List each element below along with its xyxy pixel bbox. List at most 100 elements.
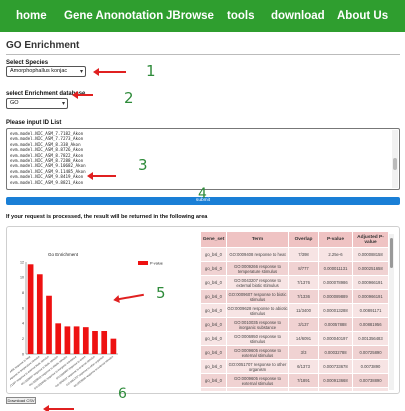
table-row: go_bsl_0 GO:0051707 response to other org…	[200, 359, 389, 374]
y-tick-label: 12	[20, 260, 24, 264]
title-divider	[6, 54, 400, 55]
submit-button[interactable]: submit	[6, 197, 400, 205]
id-line: evm.model.NIC_ASM_8.8726_Akon	[10, 147, 84, 153]
table-cell: 0.000913668	[318, 373, 353, 388]
id-line: evm.model.NIC_ASM_9.11485_Akon	[10, 168, 86, 174]
page-title: GO Enrichment	[6, 40, 80, 51]
id-list-label: Please input ID List	[6, 120, 62, 126]
header-term[interactable]: Term	[226, 231, 289, 248]
legend-swatch	[138, 261, 148, 265]
database-select[interactable]: GO ▾	[6, 98, 68, 109]
table-row: go_bsl_0 GO:0009628 response to abiotic s…	[200, 303, 389, 318]
table-cell: 0.000089889	[318, 289, 353, 304]
download-csv-button[interactable]: Download CSV	[6, 397, 36, 404]
species-label: Select Species	[6, 60, 49, 66]
table-cell: go_bsl_0	[200, 331, 227, 346]
database-select-value: GO	[10, 100, 19, 106]
id-line: evm.model.NIC_ASM_8.7288_Akon	[10, 158, 84, 164]
table-scrollbar[interactable]	[389, 234, 394, 390]
table-cell: 7/398	[288, 247, 319, 262]
id-line: evm.model.NIC_ASM_9.8821_Akon	[10, 179, 84, 185]
table-cell: 11/3400	[288, 303, 319, 318]
species-select[interactable]: Amorphophallus konjac ▾	[6, 66, 86, 77]
table-cell: go_bsl_0	[200, 373, 227, 388]
header-adjusted-p-value[interactable]: Adjusted P-value	[352, 231, 389, 248]
table-cell: 0.00117851	[318, 387, 353, 391]
table-row: go_bsl_0GO:0009607 response to1/220.0011…	[200, 387, 389, 391]
chevron-down-icon: ▾	[79, 69, 83, 75]
table-cell: 7/1376	[288, 275, 319, 290]
table-cell: GO:0009605 response to external stimulus	[226, 345, 289, 360]
header-overlap[interactable]: Overlap	[288, 231, 319, 248]
annotation-number-4: 4	[198, 186, 207, 202]
y-tick-label: 2	[22, 337, 24, 341]
chart-title: Go Enrichment	[48, 252, 79, 257]
nav-download[interactable]: download	[271, 10, 325, 22]
nav-tools[interactable]: tools	[227, 10, 255, 22]
table-cell: GO:0043207 response to external biotic s…	[226, 275, 289, 290]
id-list-textarea[interactable]: evm.model.NIC_ASM_7.7182_Akon evm.model.…	[6, 128, 400, 190]
table-row: go_bsl_0 GO:0006950 response to stimulus 1…	[200, 331, 389, 346]
table-cell: 0.00926853	[352, 387, 389, 391]
chart-bar	[92, 331, 98, 354]
chevron-down-icon: ▾	[61, 101, 65, 107]
y-tick-label: 0	[22, 352, 24, 356]
table-cell: 0.00881956	[352, 317, 389, 332]
nav-home[interactable]: home	[16, 10, 47, 22]
nav-gene-annotation[interactable]: Gene Anonotation	[64, 10, 164, 22]
table-cell: go_bsl_0	[200, 317, 227, 332]
table-cell: GO:0010035 response to inorganic substan…	[226, 317, 289, 332]
id-line: evm.model.NIC_ASM_8.7822_Akon	[10, 152, 84, 158]
nav-about-us[interactable]: About Us	[337, 10, 389, 22]
scrollbar-thumb[interactable]	[390, 238, 393, 268]
species-select-value: Amorphophallus konjac	[10, 68, 68, 74]
result-notice: If your request is processed, the result…	[6, 214, 208, 220]
table-cell: 0.000088158	[352, 247, 389, 262]
table-cell: 0.000040197	[318, 331, 353, 346]
table-cell: 0.000733678	[318, 359, 353, 374]
table-cell: go_bsl_0	[200, 261, 227, 276]
table-cell: 3/3	[288, 345, 319, 360]
arrow-annotation-2	[72, 91, 93, 99]
chart-bar	[36, 274, 43, 354]
table-row: go_bsl_0 GO:0009605 response to external …	[200, 373, 389, 388]
arrow-annotation-1	[93, 68, 126, 76]
annotation-number-3: 3	[138, 156, 148, 174]
table-cell: GO:0009628 response to abiotic stimulus	[226, 303, 289, 318]
results-table-container: Gene_set Term Overlap P-value Adjusted P…	[200, 231, 395, 391]
table-cell: 0.00725890	[352, 345, 389, 360]
table-row: go_bsl_0 GO:0009607 response to biotic st…	[200, 289, 389, 304]
table-cell: 1/22	[288, 387, 319, 391]
annotation-number-1: 1	[146, 62, 156, 80]
table-cell: go_bsl_0	[200, 359, 227, 374]
header-gene-set[interactable]: Gene_set	[200, 231, 227, 248]
scrollbar-thumb[interactable]	[393, 158, 397, 170]
id-line: evm.model.NIC_ASM_9.10682_Akon	[10, 163, 86, 169]
table-cell: 0.000966191	[352, 289, 389, 304]
chart-bar	[101, 331, 108, 354]
y-tick-label: 10	[20, 276, 24, 280]
legend-label: P-value	[150, 262, 163, 266]
table-row: go_bsl_0 GO:0043207 response to external …	[200, 275, 389, 290]
table-cell: GO:0006950 response to stimulus	[226, 331, 289, 346]
y-tick-label: 8	[22, 291, 24, 295]
table-cell: GO:0009605 response to external stimulus	[226, 373, 289, 388]
table-cell: go_bsl_0	[200, 247, 227, 262]
table-cell: 7/1891	[288, 373, 319, 388]
chart-bar	[110, 338, 117, 354]
id-line: evm.model.NIC_ASM_9.8419_Akon	[10, 174, 84, 180]
textarea-scrollbar[interactable]	[392, 130, 398, 188]
id-line: evm.model.NIC_ASM_7.7273_Akon	[10, 136, 84, 142]
table-row: go_bsl_0 GO:0009266 response to temperatu…	[200, 261, 389, 276]
table-cell: 0.000078986	[318, 275, 353, 290]
header-p-value[interactable]: P-value	[318, 231, 353, 248]
nav-jbrowse[interactable]: JBrowse	[166, 10, 214, 22]
y-tick-label: 6	[22, 306, 24, 310]
table-cell: GO:0051707 response to other organism	[226, 359, 289, 374]
chart-bar	[73, 326, 80, 354]
results-table: Gene_set Term Overlap P-value Adjusted P…	[200, 231, 389, 391]
table-row: go_bsl_0 GO:0010035 response to inorganic…	[200, 317, 389, 332]
table-cell: 0.000011131	[318, 261, 353, 276]
id-line: evm.model.NIC_ASM_8.338_Akon	[10, 141, 81, 147]
annotation-number-5: 5	[156, 284, 166, 302]
